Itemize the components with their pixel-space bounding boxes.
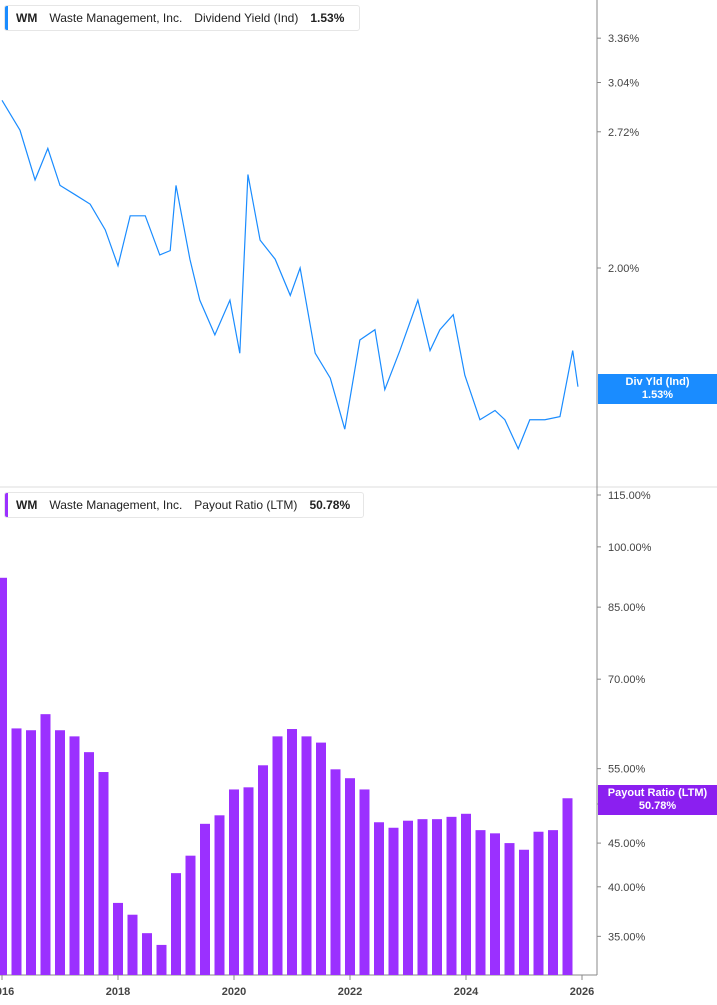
tag-label: Div Yld (Ind) <box>625 376 690 388</box>
payout-bar <box>533 831 544 975</box>
payout-bar <box>69 736 80 975</box>
series-color-swatch <box>5 493 8 517</box>
legend-ticker: WM <box>16 11 38 25</box>
payout-bar <box>475 830 486 975</box>
payout-bar <box>142 933 152 975</box>
legend-value: 1.53% <box>310 11 345 25</box>
x-tick-label: 2016 <box>0 986 14 998</box>
bottom-legend: WM Waste Management, Inc. Payout Ratio (… <box>4 492 364 518</box>
payout-bar <box>287 729 297 975</box>
payout-bar <box>504 843 515 975</box>
payout-bar <box>0 577 7 975</box>
payout-bar <box>490 833 500 975</box>
payout-bar <box>519 849 529 975</box>
y-tick-label: 55.00% <box>608 764 646 776</box>
payout-bar <box>374 822 384 975</box>
tag-value: 1.53% <box>641 389 674 401</box>
y-tick-label: 3.36% <box>608 33 639 45</box>
y-tick-label: 2.72% <box>608 127 639 139</box>
y-tick-label: 45.00% <box>608 838 646 850</box>
payout-bar <box>548 830 558 975</box>
payout-bar <box>432 819 442 975</box>
x-tick-label: 2024 <box>454 986 479 998</box>
payout-bar <box>388 827 399 975</box>
legend-value: 50.78% <box>309 498 351 512</box>
top-legend: WM Waste Management, Inc. Dividend Yield… <box>4 5 360 31</box>
payout-bar <box>84 752 94 975</box>
payout-bar <box>562 798 573 975</box>
payout-bar <box>113 902 123 975</box>
payout-bar <box>258 765 268 975</box>
payout-bar <box>200 823 210 975</box>
payout-bar <box>461 813 471 975</box>
y-tick-label: 3.04% <box>608 78 639 90</box>
tag-label: Payout Ratio (LTM) <box>607 787 708 799</box>
y-tick-label: 85.00% <box>608 602 646 614</box>
payout-bar <box>359 789 370 975</box>
payout-price-tag: Payout Ratio (LTM) 50.78% <box>598 785 717 815</box>
x-tick-label: 2018 <box>106 986 130 998</box>
payout-bar <box>171 873 181 975</box>
payout-bar <box>243 787 254 975</box>
payout-bar <box>446 816 457 975</box>
payout-bar <box>11 728 22 975</box>
payout-bar <box>316 742 326 975</box>
payout-bar <box>185 855 196 975</box>
payout-bar <box>26 730 36 975</box>
payout-bar <box>156 944 167 975</box>
payout-bar <box>40 714 51 975</box>
payout-bar <box>214 815 225 975</box>
legend-company: Waste Management, Inc. <box>49 11 183 25</box>
y-tick-label: 70.00% <box>608 674 646 686</box>
y-tick-label: 40.00% <box>608 882 646 894</box>
series-color-swatch <box>5 6 8 30</box>
x-tick-label: 2022 <box>338 986 362 998</box>
legend-company: Waste Management, Inc. <box>49 498 183 512</box>
payout-bar <box>272 736 283 975</box>
yield-price-tag: Div Yld (Ind) 1.53% <box>598 374 717 404</box>
yield-line <box>1 100 579 451</box>
legend-metric: Dividend Yield (Ind) <box>194 11 299 25</box>
payout-bar <box>403 820 413 975</box>
y-tick-label: 2.00% <box>608 263 639 275</box>
payout-bar <box>417 819 428 975</box>
payout-bar <box>301 736 312 975</box>
y-tick-label: 35.00% <box>608 931 646 943</box>
y-tick-label: 100.00% <box>608 542 652 554</box>
payout-bar <box>127 914 138 975</box>
legend-ticker: WM <box>16 498 38 512</box>
x-tick-label: 2020 <box>222 986 246 998</box>
payout-bar <box>330 769 341 975</box>
payout-bar <box>229 789 239 975</box>
payout-bar <box>98 772 109 975</box>
tag-value: 50.78% <box>638 800 677 812</box>
legend-metric: Payout Ratio (LTM) <box>194 498 298 512</box>
x-tick-label: 2026 <box>570 986 594 998</box>
y-tick-label: 115.00% <box>608 490 651 502</box>
payout-bar <box>55 730 65 975</box>
payout-bar <box>345 778 355 975</box>
